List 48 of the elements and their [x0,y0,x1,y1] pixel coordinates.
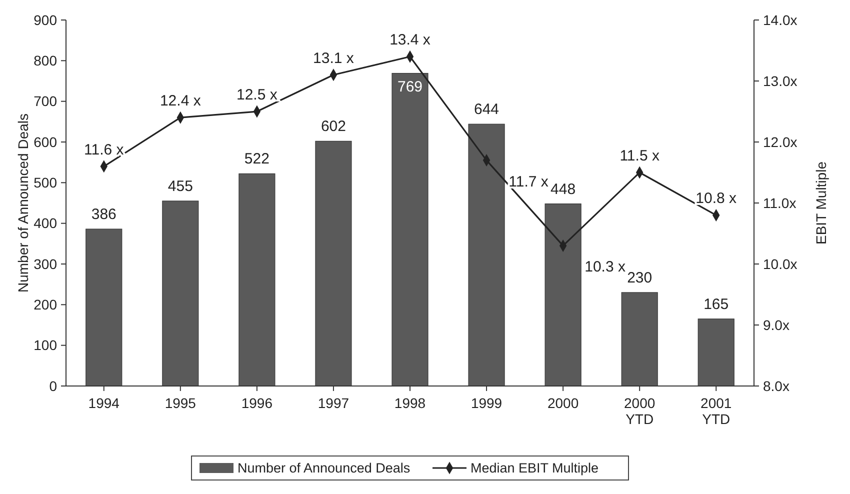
data-label: 13.4 x [390,32,431,49]
y2-tick-label: 8.0x [763,378,790,394]
x-tick-label: 2000 YTD [624,395,656,428]
x-tick-label: 1999 [470,395,502,411]
data-label: 165 [704,296,729,313]
data-label: 602 [320,118,346,136]
data-label: 10.8 x [696,190,738,208]
y-tick-label: 100 [34,337,58,354]
data-label: 10.3 x [584,258,626,276]
x-tick-label: 2000 [547,395,579,411]
x-tick-label: 1997 [318,395,350,411]
y-tick-label: 700 [34,93,58,110]
y-tick-label: 200 [34,296,58,313]
data-label: 769 [397,78,423,96]
y-tick-label: 300 [34,256,58,272]
data-label: 386 [91,206,116,224]
y2-tick-label: 13.0x [763,72,798,89]
y-tick-label: 0 [49,378,58,394]
data-label: 455 [168,178,193,195]
x-tick-label: 2001 YTD [700,395,732,428]
data-label: 12.4 x [160,92,202,110]
data-label: 448 [550,180,576,198]
data-label: 11.7 x [508,173,549,190]
legend-label: Median EBIT Multiple [470,460,599,476]
y2-tick-label: 9.0x [763,316,790,333]
data-label: 230 [627,269,652,286]
data-label: 11.5 x [620,148,660,164]
y-axis-title: Number of Announced Deals [15,114,31,292]
y2-tick-label: 14.0x [763,12,798,28]
y2-tick-label: 12.0x [763,134,798,150]
y-tick-label: 800 [34,52,58,69]
legend-label: Number of Announced Deals [238,460,410,476]
data-label: 12.5 x [236,86,278,104]
data-label: 11.6 x [84,141,124,158]
y2-tick-label: 11.0x [763,194,796,211]
data-label: 644 [474,101,500,118]
y2-axis-title: EBIT Multiple [813,161,829,244]
x-tick-label: 1998 [394,395,426,411]
x-tick-label: 1996 [241,395,273,411]
y-tick-label: 600 [34,134,58,150]
x-tick-label: 1995 [164,395,196,411]
data-label: 522 [244,150,270,168]
y-tick-label: 400 [34,215,58,232]
y2-tick-label: 10.0x [763,256,798,272]
x-tick-label: 1994 [88,395,120,411]
data-label: 13.1 x [313,50,354,67]
y-tick-label: 500 [34,174,58,191]
y-tick-label: 900 [34,12,58,28]
